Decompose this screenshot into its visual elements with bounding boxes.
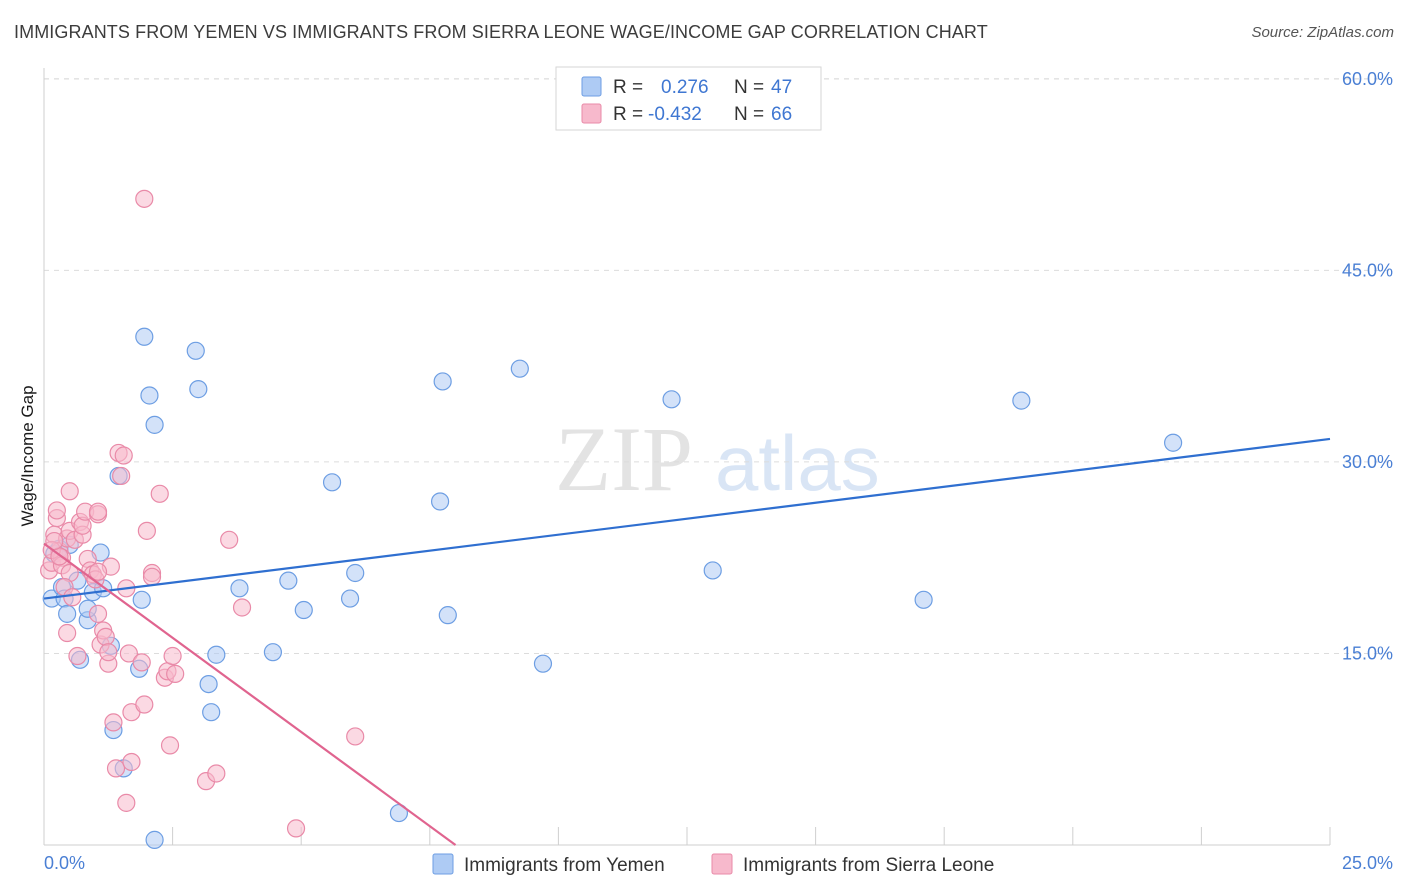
yemen-point-19 <box>135 327 154 346</box>
yemen-point-23 <box>186 341 205 360</box>
bottom-legend-swatch-sierra-leone <box>711 853 733 875</box>
sierra-leone-point-12 <box>60 482 79 501</box>
sierra-leone-point-56 <box>220 530 239 549</box>
yemen-point-21 <box>145 415 164 434</box>
sierra-leone-point-38 <box>119 644 138 663</box>
yemen-point-40 <box>533 654 553 673</box>
legend-r-label-yemen: R = <box>613 77 643 98</box>
bottom-legend-label-sierra-leone: Immigrants from Sierra Leone <box>743 855 994 876</box>
sierra-leone-point-41 <box>117 793 136 812</box>
sierra-leone-point-4 <box>47 501 66 520</box>
y-tick-label-45: 45.0% <box>1342 260 1393 280</box>
yemen-point-30 <box>279 571 298 590</box>
legend-n-label-sierra-leone: N = <box>734 104 764 125</box>
yemen-point-36 <box>433 372 452 391</box>
yemen-point-41 <box>662 390 681 409</box>
sierra-leone-point-51 <box>160 736 180 755</box>
legend-r-value-sierra-leone: -0.432 <box>648 104 702 125</box>
sierra-leone-point-25 <box>88 502 108 521</box>
legend-n-value-sierra-leone: 66 <box>771 104 792 125</box>
yemen-trend-line <box>43 437 1331 600</box>
yemen-point-38 <box>438 606 457 625</box>
sierra-leone-point-65 <box>45 531 64 551</box>
sierra-leone-point-53 <box>166 664 185 683</box>
yemen-point-32 <box>322 473 342 492</box>
sierra-leone-point-48 <box>150 484 169 503</box>
sierra-leone-point-59 <box>346 727 365 746</box>
x-tick-label-min: 0.0% <box>44 853 85 873</box>
sierra-leone-point-55 <box>207 764 226 783</box>
y-tick-labels: 15.0% 30.0% 45.0% 60.0% <box>1342 69 1393 664</box>
sierra-leone-point-36 <box>114 446 133 465</box>
sierra-leone-point-45 <box>137 521 156 540</box>
yemen-point-34 <box>346 563 365 583</box>
yemen-point-27 <box>207 645 226 664</box>
sierra-leone-point-43 <box>135 695 154 714</box>
sierra-leone-point-42 <box>132 653 151 672</box>
yemen-point-5 <box>58 604 77 623</box>
trend-lines <box>43 437 1331 846</box>
yemen-point-25 <box>199 674 218 694</box>
yemen-point-39 <box>510 359 529 378</box>
legend-swatch-yemen <box>581 76 602 97</box>
sierra-leone-point-35 <box>112 466 131 486</box>
yemen-point-20 <box>140 386 159 405</box>
y-axis-label: Wage/Income Gap <box>18 385 37 526</box>
chart-title: IMMIGRANTS FROM YEMEN VS IMMIGRANTS FROM… <box>14 22 988 42</box>
sierra-leone-point-30 <box>99 643 118 662</box>
yemen-point-33 <box>340 589 360 608</box>
source-credit: Source: ZipAtlas.com <box>1251 24 1394 41</box>
yemen-point-18 <box>132 590 151 609</box>
bottom-legend-swatch-yemen <box>432 853 454 875</box>
yemen-point-29 <box>263 643 283 662</box>
data-points <box>40 189 1183 849</box>
sierra-leone-point-58 <box>286 819 306 838</box>
x-axis-ticks <box>172 827 1331 845</box>
sierra-leone-point-32 <box>104 713 123 732</box>
yemen-point-24 <box>189 380 208 399</box>
legend-n-label-yemen: N = <box>734 77 764 98</box>
sierra-leone-point-62 <box>63 588 82 607</box>
legend-r-label-sierra-leone: R = <box>613 104 643 125</box>
y-tick-label-30: 30.0% <box>1342 452 1393 472</box>
sierra-leone-point-63 <box>68 646 87 666</box>
sierra-leone-point-28 <box>96 627 115 646</box>
yemen-point-44 <box>1012 391 1031 410</box>
yemen-point-31 <box>294 600 313 620</box>
bottom-legend-label-yemen: Immigrants from Yemen <box>464 855 665 876</box>
correlation-legend: R = 0.276 N = 47 R = -0.432 N = 66 <box>555 66 822 131</box>
sierra-leone-point-47 <box>142 567 162 586</box>
yemen-point-28 <box>230 579 249 598</box>
watermark-atlas: atlas <box>715 419 880 507</box>
watermark: ZIP atlas <box>555 408 880 510</box>
legend-swatch-sierra-leone <box>581 103 602 124</box>
sierra-leone-point-57 <box>232 598 252 617</box>
yemen-point-43 <box>914 590 933 609</box>
sierra-leone-trend-line <box>43 542 457 846</box>
watermark-zip: ZIP <box>555 408 693 510</box>
series-legend: Immigrants from Yemen Immigrants from Si… <box>432 853 994 876</box>
yemen-point-42 <box>703 561 722 580</box>
sierra-leone-point-23 <box>88 604 108 623</box>
yemen-point-37 <box>430 492 450 511</box>
yemen-point-45 <box>1164 433 1183 452</box>
sierra-leone-point-33 <box>106 759 126 778</box>
yemen-point-22 <box>145 830 164 849</box>
sierra-leone-point-40 <box>122 752 141 772</box>
x-tick-label-max: 25.0% <box>1342 853 1393 873</box>
sierra-leone-point-11 <box>58 623 77 643</box>
legend-r-value-yemen: 0.276 <box>661 77 709 98</box>
sierra-leone-point-64 <box>88 562 108 581</box>
sierra-leone-point-44 <box>135 189 154 208</box>
yemen-point-26 <box>202 703 221 722</box>
legend-n-value-yemen: 47 <box>771 77 792 98</box>
y-tick-label-15: 15.0% <box>1342 643 1393 663</box>
y-tick-label-60: 60.0% <box>1342 69 1393 89</box>
sierra-leone-point-52 <box>163 646 182 666</box>
